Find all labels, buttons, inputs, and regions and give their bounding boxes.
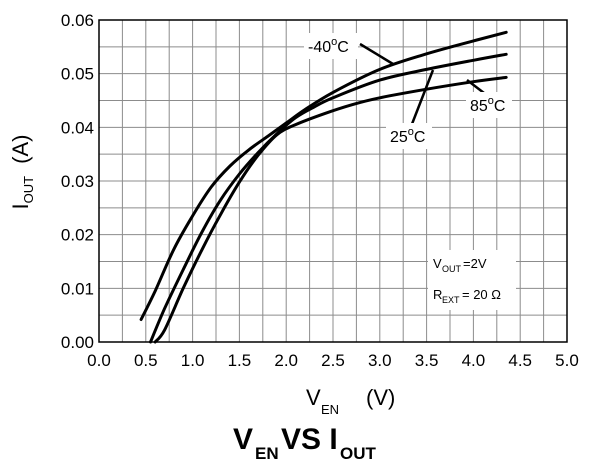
- label-minus-40c: -40oC: [308, 36, 349, 56]
- label-value: -40: [308, 39, 331, 56]
- ylabel-unit: (A): [8, 135, 33, 164]
- leader-85c: [466, 79, 485, 94]
- label-25c: 25oC: [390, 126, 425, 146]
- x-tick-label: 5.0: [555, 351, 579, 370]
- plot-frame: [98, 19, 568, 343]
- ylabel-main: I: [8, 203, 33, 209]
- cond-vout-main: V: [433, 256, 442, 271]
- cond-rext-main: R: [433, 287, 442, 302]
- x-tick-label: 2.5: [321, 351, 345, 370]
- label-25c-bg: [386, 123, 432, 149]
- x-tick-label: 3.0: [368, 351, 392, 370]
- y-tick-label: 0.06: [61, 11, 94, 30]
- title-part-2: EN: [255, 444, 279, 463]
- x-tick-label: 3.5: [415, 351, 439, 370]
- label-85c-bg: [466, 92, 512, 118]
- y-tick-label: 0.00: [61, 333, 94, 352]
- y-tick-labels: 0.00 0.01 0.02 0.03 0.04 0.05 0.06: [61, 11, 94, 352]
- cond-rext-rest: = 20 Ω: [462, 287, 501, 302]
- label-85c: 85oC: [470, 95, 505, 115]
- conditions-bg: [428, 250, 516, 310]
- curve-minus-40c: [139, 30, 508, 321]
- conditions-annotation: V OUT =2V R EXT = 20 Ω: [428, 250, 516, 310]
- xlabel-unit: (V): [366, 385, 395, 410]
- x-tick-label: 0.0: [87, 351, 111, 370]
- title-part-4: OUT: [340, 444, 377, 463]
- y-tick-label: 0.05: [61, 65, 94, 84]
- y-tick-label: 0.04: [61, 118, 94, 137]
- x-tick-label: 4.0: [462, 351, 486, 370]
- ylabel-sub: OUT: [21, 176, 36, 204]
- y-tick-label: 0.01: [61, 279, 94, 298]
- cond-vout-sub: OUT: [442, 264, 462, 274]
- cond-vout-rest: =2V: [463, 256, 487, 271]
- chart-title: V EN VS I OUT: [233, 423, 377, 463]
- curves: [139, 30, 508, 344]
- title-part-1: V: [233, 423, 253, 456]
- x-tick-label: 2.0: [274, 351, 298, 370]
- cond-rext-sub: EXT: [442, 295, 460, 305]
- leader-minus-40c: [359, 42, 394, 66]
- label-unit: C: [414, 129, 426, 146]
- label-value: 85: [470, 98, 488, 115]
- label-value: 25: [390, 129, 408, 146]
- label-unit: C: [337, 39, 349, 56]
- leader-25c: [410, 69, 435, 125]
- svg-text:IOUT(A): IOUT (A): [8, 135, 36, 210]
- label-minus-40c-bg: [304, 33, 358, 59]
- x-tick-label: 0.5: [134, 351, 158, 370]
- x-axis-label: V EN (V): [306, 385, 395, 417]
- x-tick-label: 1.5: [228, 351, 252, 370]
- y-tick-label: 0.02: [61, 226, 94, 245]
- label-degree: o: [488, 95, 494, 107]
- y-tick-label: 0.03: [61, 172, 94, 191]
- x-tick-label: 4.5: [508, 351, 532, 370]
- title-part-3: VS I: [281, 423, 338, 456]
- curve-85c: [153, 75, 508, 344]
- x-tick-labels: 0.0 0.5 1.0 1.5 2.0 2.5 3.0 3.5 4.0 4.5 5.0: [87, 351, 579, 370]
- x-tick-label: 1.0: [181, 351, 205, 370]
- xlabel-sub: EN: [321, 402, 339, 417]
- xlabel-main: V: [306, 385, 321, 410]
- label-degree: o: [331, 36, 337, 48]
- label-unit: C: [494, 98, 506, 115]
- label-degree: o: [408, 126, 414, 138]
- y-axis-label: IOUT (A): [8, 135, 36, 210]
